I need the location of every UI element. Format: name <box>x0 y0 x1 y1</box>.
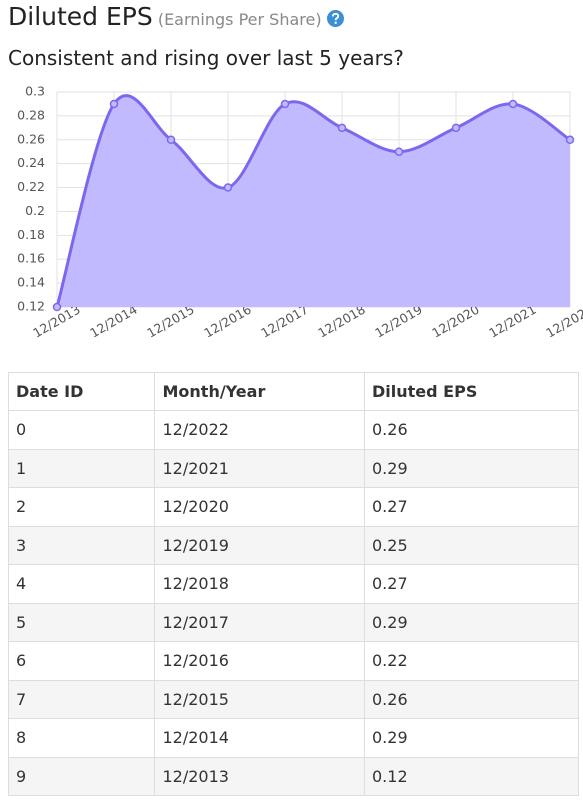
table-cell: 12/2022 <box>154 410 365 450</box>
y-tick-label: 0.18 <box>17 227 45 242</box>
table-row: 0 12/2022 0.26 <box>7 410 579 450</box>
point <box>337 123 347 133</box>
table: Date ID Month/Year Diluted EPS 0 12/2022 0.2… <box>7 372 579 796</box>
y-tick-label: 0.3 <box>25 84 45 99</box>
point <box>280 99 290 109</box>
y-tick-label: 0.12 <box>17 299 45 314</box>
y-tick-label: 0.22 <box>17 179 45 194</box>
table-cell: 0.12 <box>364 756 579 796</box>
table-row: 3 12/2019 0.25 <box>7 525 579 565</box>
table-cell: 5 <box>7 602 156 642</box>
point <box>223 183 233 192</box>
table-cell: 12/2014 <box>154 718 365 758</box>
y-tick-label: 0.28 <box>17 107 45 122</box>
table-row: 9 12/2013 0.12 <box>7 756 579 796</box>
table-cell: 2 <box>7 487 156 527</box>
y-tick-label: 0.14 <box>17 275 45 290</box>
table-row: 5 12/2017 0.29 <box>7 602 579 642</box>
table-cell: 0.29 <box>364 602 579 642</box>
table-row: 8 12/2014 0.29 <box>7 718 579 758</box>
chart: 0.120.140.160.180.20.220.240.260.280.312… <box>17 84 583 341</box>
column-header: Month/Year <box>154 372 365 411</box>
y-tick-label: 0.24 <box>17 155 45 170</box>
table-cell: 0.29 <box>364 718 579 758</box>
title: Diluted EPS <box>8 2 153 31</box>
table-cell: 7 <box>7 679 156 719</box>
table-cell: 0.26 <box>364 679 579 719</box>
y-tick-label: 0.2 <box>25 203 45 218</box>
table-cell: 4 <box>7 564 156 604</box>
table-cell: 9 <box>7 756 156 796</box>
table-cell: 12/2016 <box>154 641 365 681</box>
question: Consistent and rising over last 5 years? <box>8 46 404 70</box>
help-icon[interactable] <box>326 10 344 27</box>
table-header: Date ID Month/Year Diluted EPS <box>7 372 579 411</box>
table-row: 7 12/2015 0.26 <box>7 679 579 719</box>
point <box>52 302 62 312</box>
table-row: 4 12/2018 0.27 <box>7 564 579 604</box>
table-cell: 12/2020 <box>154 487 365 527</box>
point <box>565 135 575 145</box>
column-header: Diluted EPS <box>364 372 579 411</box>
y-tick-label: 0.16 <box>17 251 45 266</box>
column-header: Date ID <box>7 372 156 411</box>
point <box>109 99 119 109</box>
table-cell: 1 <box>7 448 156 488</box>
table-row: 2 12/2020 0.27 <box>7 487 579 527</box>
table-cell: 6 <box>7 641 156 681</box>
point <box>508 99 518 109</box>
point <box>451 123 461 133</box>
table-cell: 12/2013 <box>154 756 365 796</box>
y-tick-label: 0.26 <box>17 131 45 146</box>
header: Diluted EPS (Earnings Per Share) <box>8 2 344 31</box>
point <box>166 135 176 145</box>
table-cell: 12/2018 <box>154 564 365 604</box>
point <box>394 147 404 156</box>
table-cell: 3 <box>7 525 156 565</box>
table-cell: 12/2021 <box>154 448 365 488</box>
table-cell: 0.27 <box>364 564 579 604</box>
area <box>57 95 570 307</box>
table-cell: 0.22 <box>364 641 579 681</box>
table-body: 0 12/2022 0.26 1 12/2021 0.29 2 12/2020 0.27 3 12/… <box>7 410 579 796</box>
table-cell: 0 <box>7 410 156 450</box>
table-row: 6 12/2016 0.22 <box>7 641 579 681</box>
table-row: 1 12/2021 0.29 <box>7 448 579 488</box>
table-cell: 0.26 <box>364 410 579 450</box>
table-cell: 12/2015 <box>154 679 365 719</box>
table-cell: 12/2019 <box>154 525 365 565</box>
table-cell: 0.29 <box>364 448 579 488</box>
subtitle: (Earnings Per Share) <box>157 10 322 29</box>
table-cell: 0.27 <box>364 487 579 527</box>
table-cell: 0.25 <box>364 525 579 565</box>
table-cell: 12/2017 <box>154 602 365 642</box>
table-cell: 8 <box>7 718 156 758</box>
